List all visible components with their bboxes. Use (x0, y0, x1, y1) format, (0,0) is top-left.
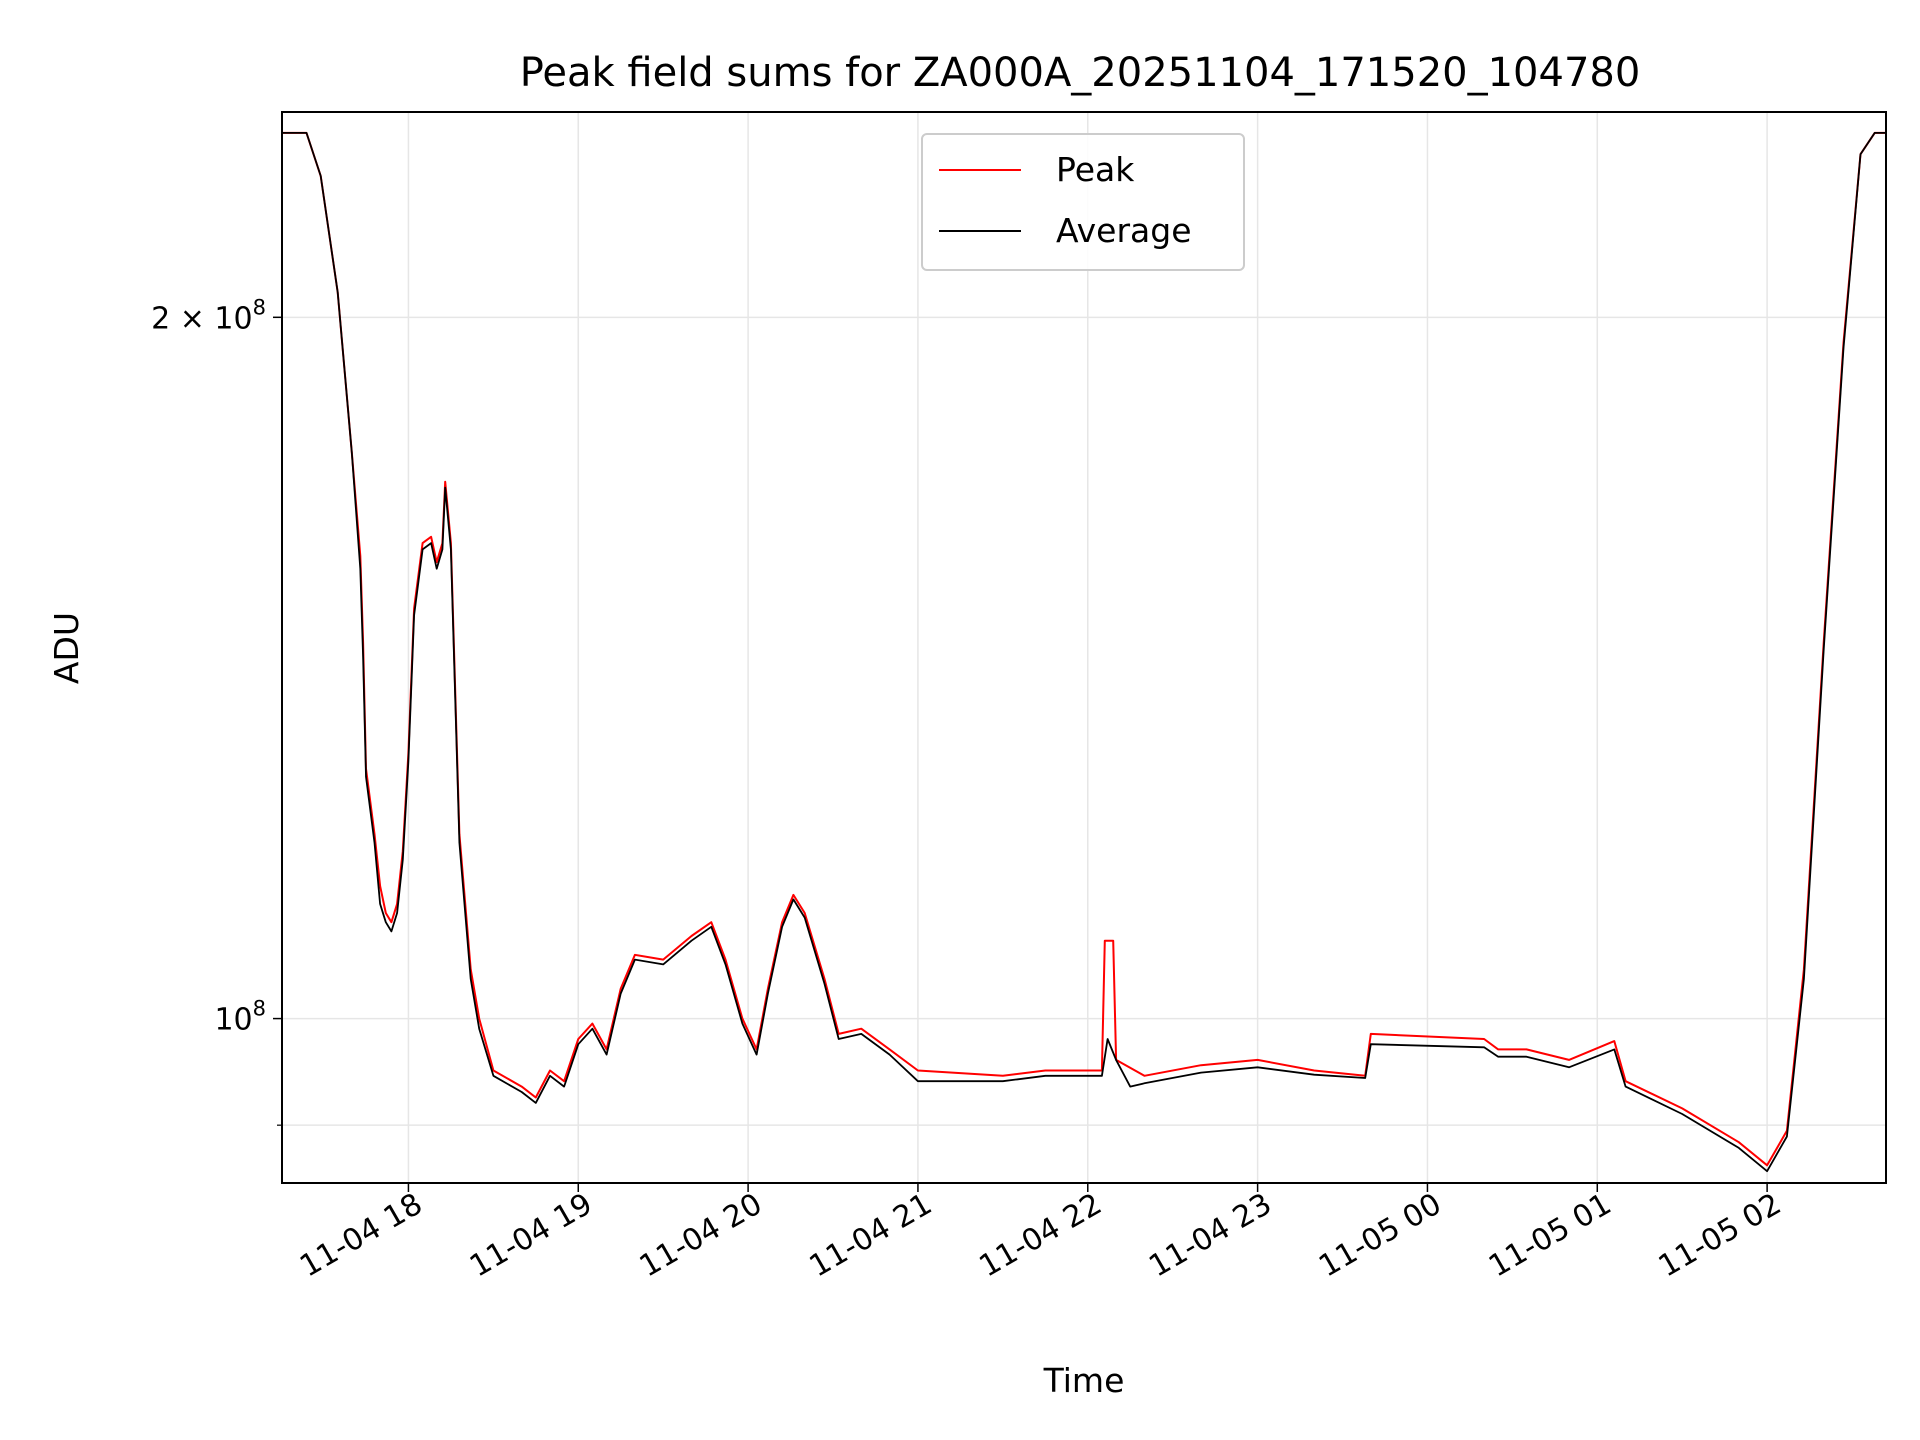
y-tick-label: 2 × 108 (151, 295, 266, 336)
y-tick-label: 108 (214, 997, 266, 1038)
series-group (282, 131, 1886, 1173)
y-tick-base: 10 (214, 1003, 252, 1038)
y-tick-exponent: 8 (253, 295, 266, 319)
legend-label-peak: Peak (1056, 150, 1135, 189)
y-tick-base: 2 × 10 (151, 301, 252, 336)
legend: Peak Average (921, 133, 1245, 271)
grid (282, 112, 1886, 1183)
plot-frame (281, 111, 1887, 1184)
y-axis-label: ADU (47, 612, 86, 684)
series-line-average (282, 132, 1886, 1173)
legend-box (921, 133, 1245, 271)
y-tick-exponent: 8 (253, 997, 266, 1021)
legend-label-average: Average (1056, 211, 1192, 250)
x-axis-label: Time (1043, 1361, 1125, 1400)
chart-title: Peak field sums for ZA000A_20251104_1715… (520, 50, 1641, 96)
series-line-peak (282, 131, 1886, 1167)
